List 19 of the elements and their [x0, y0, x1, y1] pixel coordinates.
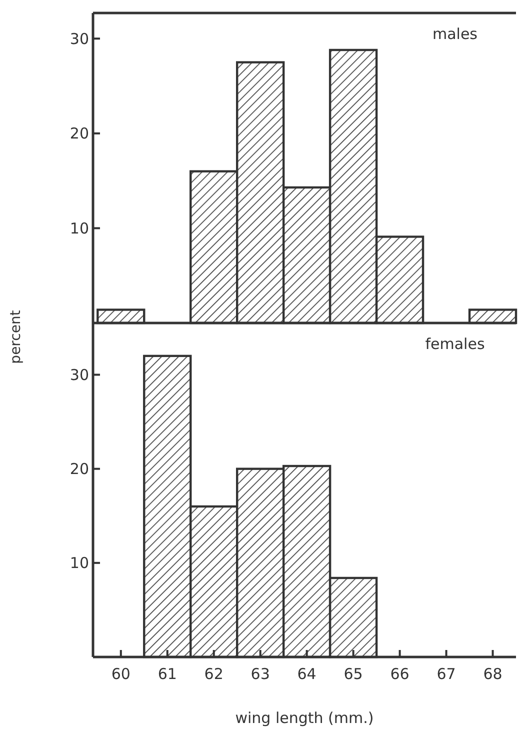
x-tick-label: 62 — [204, 665, 224, 683]
x-tick-label: 64 — [297, 665, 316, 683]
y-tick-label: 30 — [70, 366, 89, 384]
x-tick-label: 67 — [436, 665, 456, 683]
y-tick-label: 30 — [70, 30, 89, 48]
annotation: females — [425, 335, 485, 353]
x-tick-label: 60 — [111, 665, 130, 683]
x-tick-label: 61 — [158, 665, 177, 683]
x-tick-label: 63 — [250, 665, 270, 683]
x-tick-label: 66 — [390, 665, 410, 683]
y-tick-label: 10 — [70, 554, 89, 572]
y-axis-title: percent — [8, 310, 24, 364]
y-tick-label: 20 — [70, 460, 89, 478]
x-tick-label: 65 — [344, 665, 363, 683]
y-tick-label: 20 — [70, 124, 89, 143]
x-axis-title: wing length (mm.) — [235, 709, 374, 727]
annotation: males — [432, 25, 478, 43]
y-tick-label: 10 — [70, 219, 89, 238]
x-tick-label: 68 — [483, 665, 502, 683]
